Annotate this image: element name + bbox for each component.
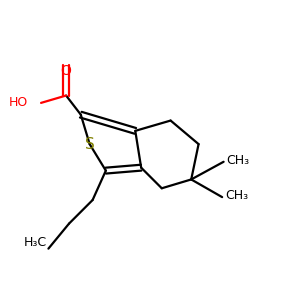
Text: CH₃: CH₃	[225, 189, 248, 202]
Text: H₃C: H₃C	[24, 236, 47, 249]
Text: O: O	[61, 64, 71, 78]
Text: S: S	[85, 136, 94, 152]
Text: CH₃: CH₃	[226, 154, 250, 167]
Text: HO: HO	[9, 96, 28, 110]
